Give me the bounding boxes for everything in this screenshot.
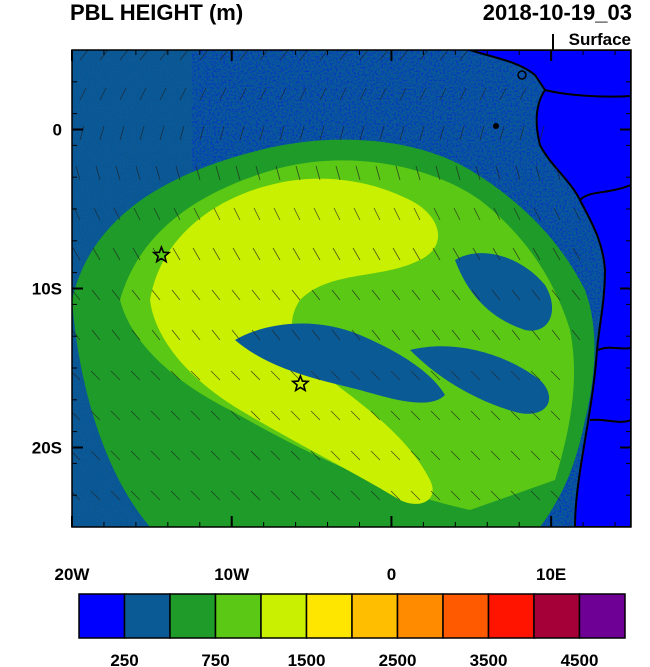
lat-tick-label: 20S [32,439,62,458]
colorbar-label: 750 [201,651,229,667]
colorbar-swatch [533,593,581,639]
wind-barbs [72,50,581,501]
colorbar-swatch [78,593,126,639]
colorbar-swatch [169,593,217,639]
colorbar-label: 3500 [470,651,508,667]
colorbar-swatch [123,593,171,639]
colorbar-swatch [351,593,399,639]
map-panel [72,50,631,527]
colorbar-swatch [578,593,626,639]
lon-tick-label: 10W [214,565,250,584]
valid-time: 2018-10-19_03 [482,0,632,25]
station-markers [151,244,311,393]
station-star-icon [290,373,311,393]
level-marker [552,34,554,50]
country-borders [544,89,631,423]
island-outline [517,70,527,80]
colorbar-swatch [305,593,353,639]
colorbar-label: 4500 [561,651,599,667]
colorbar-swatch [487,593,535,639]
pbl-zone-dark-central [235,323,445,403]
pbl-zone-dark-east [455,253,553,331]
map-axes: 20W 10W 0 10E 0 10S 20S [32,49,631,584]
colorbar-label: 250 [110,651,138,667]
colorbar-label: 1500 [288,651,326,667]
colorbar-swatch [396,593,444,639]
lon-tick-label: 10E [536,565,566,584]
colorbar-swatch [214,593,262,639]
island-marker [493,123,499,129]
station-star-icon [151,244,172,264]
african-coastline [469,50,631,527]
colorbar-swatch [260,593,308,639]
colorbar-swatch [442,593,490,639]
colorbar-label: 2500 [379,651,417,667]
lon-tick-label: 20W [55,565,91,584]
lat-tick-label: 0 [53,121,62,140]
lon-tick-label: 0 [387,565,396,584]
colorbar: 250 750 1500 2500 3500 4500 [78,593,626,667]
lat-tick-label: 10S [32,280,62,299]
level-label: Surface [568,30,631,49]
map-title: PBL HEIGHT (m) [70,0,244,25]
